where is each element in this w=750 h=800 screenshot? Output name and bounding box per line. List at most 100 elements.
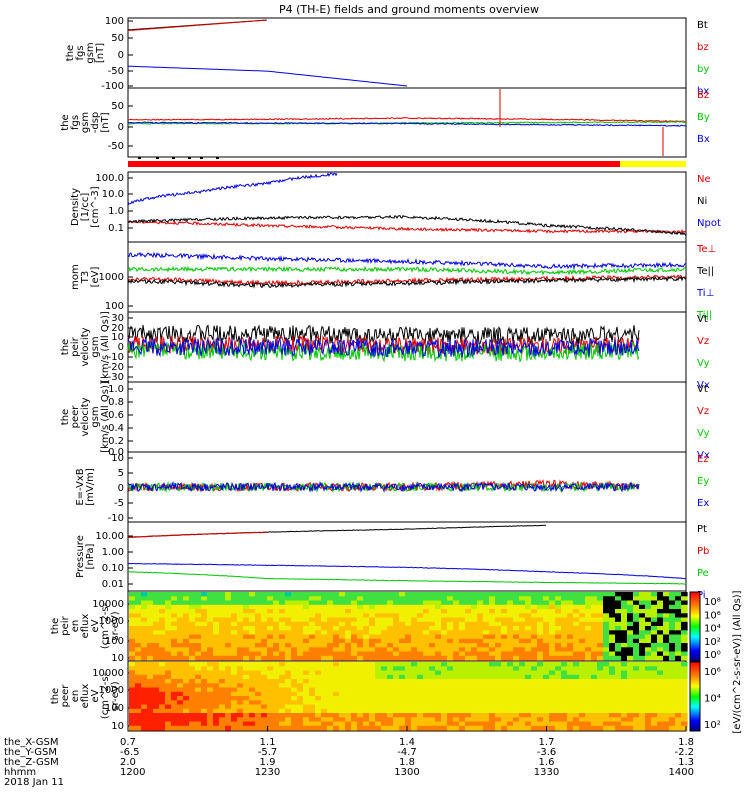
panel-8-legend-pb: Pb [697, 546, 709, 557]
spectrogram-cell [411, 634, 418, 640]
spectrogram-cell [129, 655, 136, 661]
spectrogram-cell [669, 600, 676, 606]
spectrogram-cell [441, 725, 448, 731]
spectrogram-cell [429, 626, 436, 631]
spectrogram-cell [567, 679, 574, 684]
spectrogram-cell [639, 683, 646, 689]
spectrogram-cell [525, 704, 532, 710]
spectrogram-cell [501, 604, 508, 610]
spectrogram-cell [231, 713, 238, 718]
spectrogram-cell [189, 691, 196, 697]
spectrogram-cell [141, 638, 148, 644]
spectrogram-cell [351, 691, 358, 697]
spectrogram-cell [549, 704, 556, 710]
spectrogram-cell [627, 655, 634, 661]
spectrogram-cell [249, 687, 256, 693]
spectrogram-cell [417, 630, 424, 636]
time-axis-value: 1200 [120, 767, 145, 778]
spectrogram-cell [609, 626, 616, 631]
spectrogram-cell [399, 670, 406, 676]
spectrogram-cell [171, 666, 178, 672]
spectrogram-cell [555, 638, 562, 644]
spectrogram-cell [669, 725, 676, 731]
spectrogram-cell [597, 713, 604, 718]
date-label: 2018 Jan 11 [4, 777, 64, 788]
spectrogram-cell [525, 691, 532, 697]
spectrogram-cell [483, 638, 490, 644]
spectrogram-cell [153, 613, 160, 619]
spectrogram-cell [501, 674, 508, 680]
panel-2-legend-bx: Bx [697, 134, 710, 145]
spectrogram-cell [519, 638, 526, 644]
spectrogram-cell [621, 630, 628, 636]
spectrogram-cell [561, 674, 568, 680]
spectrogram-cell [669, 679, 676, 684]
spectrogram-cell [201, 679, 208, 684]
spectrogram-cell [303, 679, 310, 684]
spectrogram-cell [351, 662, 358, 667]
spectrogram-cell [345, 613, 352, 619]
spectrogram-cell [507, 713, 514, 718]
spectrogram-cell [243, 600, 250, 606]
spectrogram-cell [633, 630, 640, 636]
spectrogram-cell [447, 725, 454, 731]
spectrogram-cell [453, 613, 460, 619]
spectrogram-cell [129, 683, 136, 689]
spectrogram-cell [195, 662, 202, 667]
spectrogram-cell [345, 721, 352, 727]
spectrogram-cell [633, 621, 640, 627]
spectrogram-cell [213, 674, 220, 680]
spectrogram-cell [615, 630, 622, 636]
spectrogram-cell [453, 655, 460, 661]
spectrogram-cell [189, 713, 196, 718]
spectrogram-cell [669, 592, 676, 597]
spectrogram-cell [207, 634, 214, 640]
spectrogram-cell [471, 592, 478, 597]
spectrogram-cell [339, 596, 346, 602]
spectrogram-cell [675, 700, 682, 706]
spectrogram-cell [291, 666, 298, 672]
spectrogram-cell [675, 666, 682, 672]
spectrogram-cell [651, 592, 658, 597]
spectrogram-cell [675, 708, 682, 714]
spectrogram-cell [681, 662, 688, 667]
spectrogram-cell [549, 717, 556, 723]
spectrogram-cell [453, 630, 460, 636]
spectrogram-cell [435, 626, 442, 631]
spectrogram-cell [603, 609, 610, 614]
spectrogram-cell [633, 691, 640, 697]
spectrogram-cell [369, 691, 376, 697]
spectrogram-cell [549, 691, 556, 697]
spectrogram-cell [567, 604, 574, 610]
spectrogram-cell [201, 691, 208, 697]
spectrogram-cell [447, 662, 454, 667]
spectrogram-cell [327, 662, 334, 667]
spectrogram-cell [423, 725, 430, 731]
spectrogram-cell [195, 708, 202, 714]
spectrogram-cell [477, 592, 484, 597]
spectrogram-cell [255, 662, 262, 667]
spectrogram-cell [309, 679, 316, 684]
spectrogram-cell [417, 617, 424, 623]
spectrogram-cell [237, 651, 244, 657]
spectrogram-cell [435, 717, 442, 723]
spectrogram-cell [555, 651, 562, 657]
spectrogram-cell [591, 647, 598, 653]
spectrogram-cell [303, 696, 310, 701]
spectrogram-cell [441, 687, 448, 693]
spectrogram-cell [663, 655, 670, 661]
spectrogram-cell [591, 609, 598, 614]
spectrogram-cell [603, 621, 610, 627]
spectrogram-cell [423, 592, 430, 597]
spectrogram-cell [369, 704, 376, 710]
spectrogram-cell [411, 651, 418, 657]
panel-10-ytick-label: 10000 [92, 668, 124, 679]
spectrogram-cell [579, 638, 586, 644]
panel-9-ytick-label: 1000 [99, 616, 124, 627]
spectrogram-cell [633, 651, 640, 657]
spectrogram-cell [657, 674, 664, 680]
spectrogram-cell [213, 717, 220, 723]
spectrogram-cell [459, 674, 466, 680]
spectrogram-cell [555, 609, 562, 614]
spectrogram-cell [315, 647, 322, 653]
